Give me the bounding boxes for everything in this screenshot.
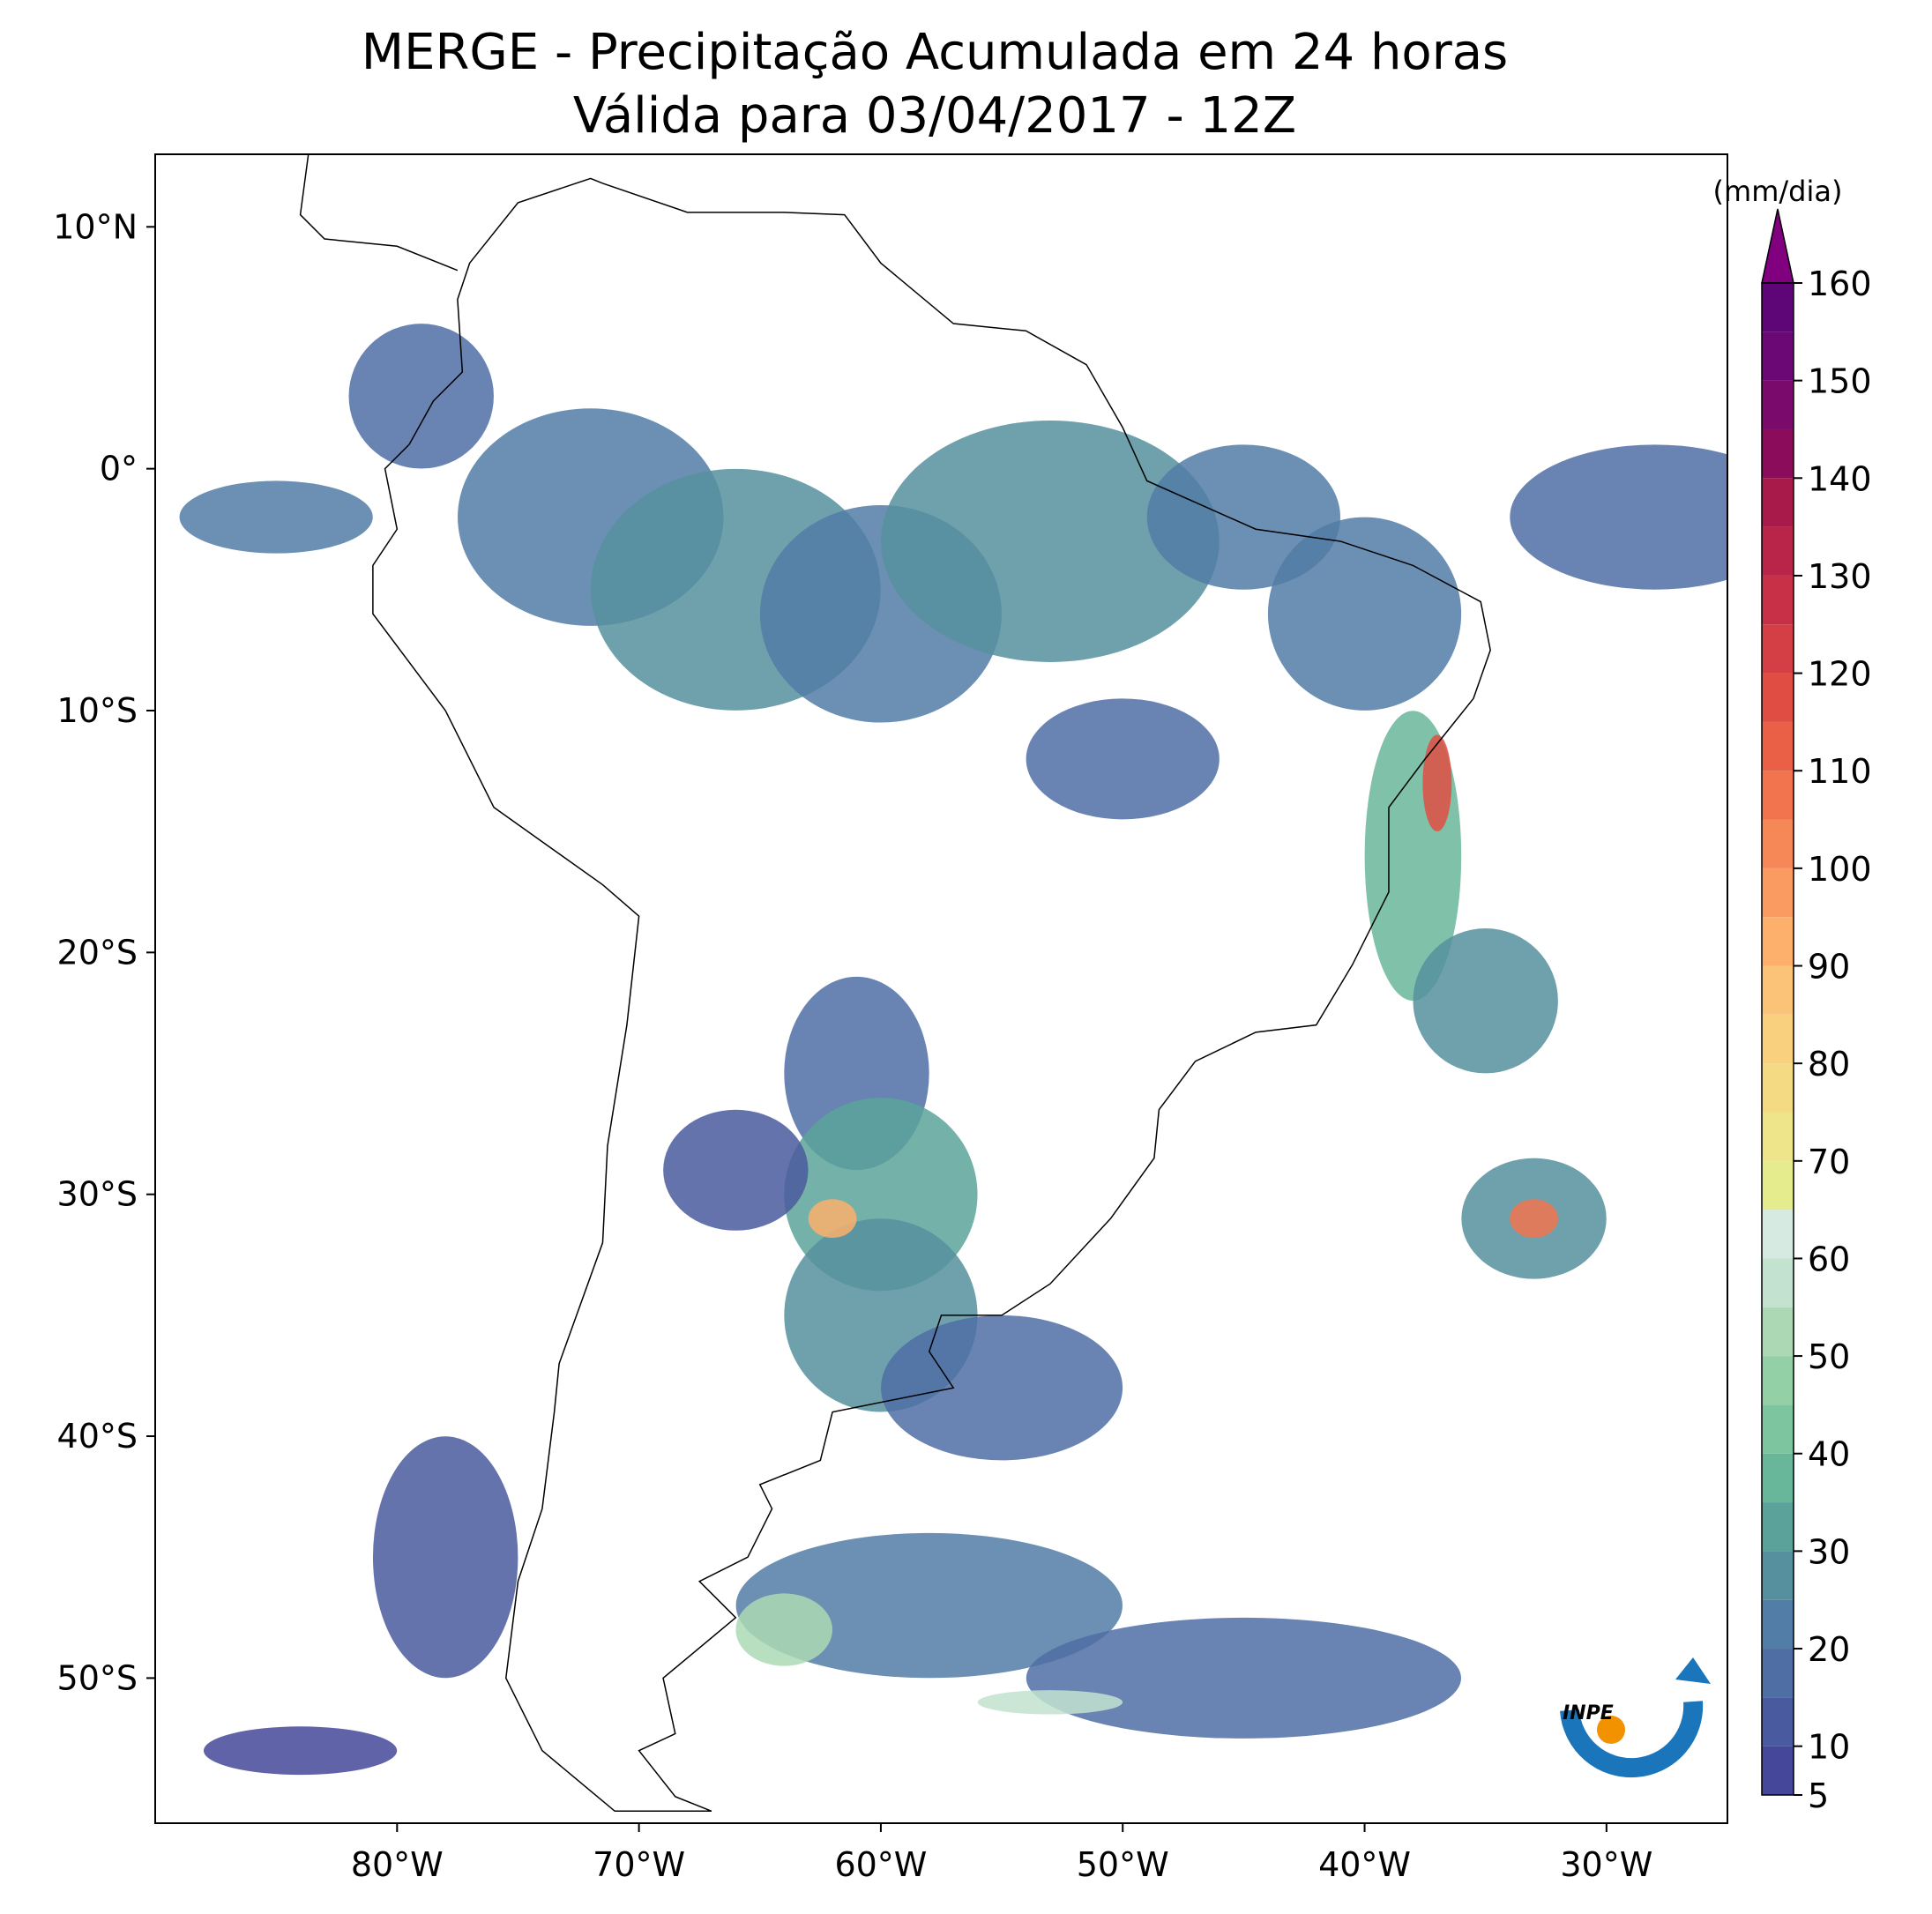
y-tick-label: 10°S — [57, 691, 138, 730]
precip-area — [735, 1532, 1123, 1679]
colorbar-band — [1762, 1258, 1794, 1307]
colorbar-band — [1762, 1502, 1794, 1552]
colorbar-band — [1762, 965, 1794, 1015]
colorbar-band — [1762, 1551, 1794, 1600]
colorbar-band — [1762, 428, 1794, 479]
colorbar-band — [1762, 1210, 1794, 1259]
logo-arrow — [1675, 1657, 1711, 1684]
map — [179, 154, 1727, 1813]
precip-area — [1510, 1199, 1558, 1239]
x-tick-label: 70°W — [593, 1845, 685, 1884]
precip-area — [1422, 734, 1452, 832]
precip-area — [348, 324, 494, 469]
colorbar-band — [1762, 624, 1794, 674]
subtitle: Válida para 03/04/2017 - 12Z — [573, 87, 1296, 145]
colorbar-tick-label: 80 — [1808, 1045, 1850, 1084]
colorbar-band — [1762, 868, 1794, 918]
precip-area — [663, 1109, 809, 1231]
precip-area — [1267, 517, 1462, 711]
colorbar-band — [1762, 819, 1794, 868]
title: MERGE - Precipitação Acumulada em 24 hor… — [362, 24, 1508, 81]
precip-area — [1510, 444, 1727, 590]
logo-dot — [1597, 1716, 1625, 1744]
precip-area — [1026, 1617, 1461, 1739]
colorbar-tick-label: 5 — [1808, 1776, 1829, 1815]
colorbar-tick-label: 130 — [1808, 557, 1872, 596]
colorbar-tick-label: 110 — [1808, 752, 1872, 791]
colorbar-band — [1762, 575, 1794, 625]
colorbar-band — [1762, 1307, 1794, 1357]
colorbar-band — [1762, 771, 1794, 820]
y-tick-label: 0° — [100, 450, 138, 488]
colorbar-band — [1762, 478, 1794, 527]
precip-area — [372, 1436, 518, 1679]
colorbar-band — [1762, 526, 1794, 576]
map-frame — [154, 153, 1728, 1824]
colorbar-tick-label: 20 — [1808, 1630, 1850, 1669]
colorbar-tick-label: 60 — [1808, 1240, 1850, 1278]
precip-area — [203, 1726, 398, 1776]
colorbar-tick-label: 150 — [1808, 362, 1872, 401]
x-tick-label: 80°W — [351, 1845, 444, 1884]
colorbar-tick-label: 40 — [1808, 1435, 1850, 1474]
y-tick-label: 20°S — [57, 933, 138, 972]
x-tick-label: 40°W — [1318, 1845, 1411, 1884]
colorbar-band — [1762, 917, 1794, 966]
colorbar-band — [1762, 1649, 1794, 1698]
colorbar-tick-label: 140 — [1808, 459, 1872, 498]
colorbar-tick-label: 30 — [1808, 1532, 1850, 1571]
colorbar-label: (mm/dia) — [1713, 175, 1843, 208]
colorbar-band — [1762, 283, 1794, 332]
colorbar-tick-label: 50 — [1808, 1337, 1850, 1376]
colorbar-band — [1762, 1112, 1794, 1161]
colorbar-tick-label: 160 — [1808, 264, 1872, 303]
colorbar-band — [1762, 1697, 1794, 1746]
x-tick-label: 30°W — [1560, 1845, 1652, 1884]
colorbar-tick-label: 120 — [1808, 655, 1872, 694]
precip-area — [1026, 698, 1220, 820]
colorbar-band — [1762, 1356, 1794, 1405]
precip-area — [179, 480, 373, 554]
logo-arc — [1560, 1701, 1704, 1778]
precip-area — [1413, 928, 1558, 1074]
coastline — [299, 154, 459, 272]
colorbar-band — [1762, 1404, 1794, 1454]
colorbar-band — [1762, 1599, 1794, 1650]
logo-text: INPE — [1563, 1702, 1614, 1724]
precip-area — [735, 1593, 832, 1666]
colorbar-frame — [1761, 282, 1794, 1796]
colorbar-tick-label: 90 — [1808, 948, 1850, 987]
colorbar-extend — [1761, 208, 1794, 284]
precip-area — [881, 420, 1220, 662]
colorbar-band — [1762, 1160, 1794, 1210]
colorbar-band — [1762, 673, 1794, 722]
precip-area — [977, 1690, 1123, 1715]
colorbar-band — [1762, 1453, 1794, 1503]
colorbar-band — [1762, 1746, 1794, 1795]
y-tick-label: 30°S — [57, 1175, 138, 1214]
x-tick-label: 50°W — [1077, 1845, 1169, 1884]
coastline — [372, 177, 1491, 1813]
colorbar-tick-label: 10 — [1808, 1728, 1850, 1767]
colorbar-band — [1762, 1014, 1794, 1064]
colorbar-band — [1762, 380, 1794, 429]
colorbar-band — [1762, 1063, 1794, 1113]
x-tick-label: 60°W — [834, 1845, 927, 1884]
colorbar-band — [1762, 331, 1794, 381]
precip-area — [808, 1199, 857, 1239]
colorbar-tick-label: 70 — [1808, 1143, 1850, 1181]
colorbar-tick-label: 100 — [1808, 850, 1872, 889]
y-tick-label: 40°S — [57, 1417, 138, 1456]
y-tick-label: 50°S — [57, 1658, 138, 1697]
colorbar-band — [1762, 721, 1794, 771]
y-tick-label: 10°N — [53, 207, 138, 246]
precip-area — [881, 1314, 1123, 1461]
logo: INPE — [1560, 1657, 1711, 1778]
